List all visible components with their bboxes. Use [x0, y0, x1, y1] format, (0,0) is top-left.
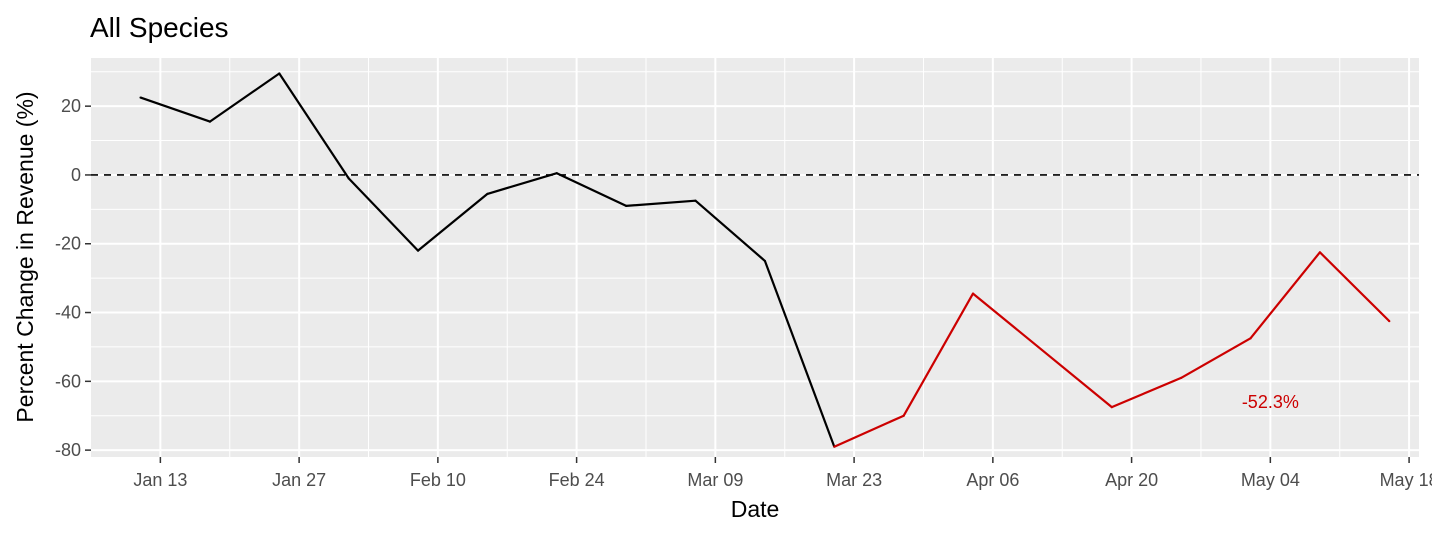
data-point [1180, 376, 1183, 379]
minor-gridlines [91, 58, 1419, 457]
x-tick-label: Feb 10 [410, 470, 466, 490]
data-point [902, 414, 905, 417]
data-point [278, 72, 281, 75]
x-tick-label: Mar 09 [687, 470, 743, 490]
data-point [208, 120, 212, 123]
data-point [763, 259, 767, 263]
x-tick-label: Mar 23 [826, 470, 882, 490]
x-axis: Jan 13 Jan 27 Feb 10 Feb 24 Mar 09 Mar 23 Apr … [133, 457, 1432, 490]
y-tick-label: -60 [55, 371, 81, 391]
annotation-label: -52.3% [1242, 392, 1299, 412]
data-point [1249, 337, 1252, 340]
series-line-post [833, 251, 1391, 448]
plot-panel [91, 58, 1419, 457]
data-point [486, 192, 489, 195]
chart-title: All Species [90, 12, 229, 43]
data-point [694, 199, 697, 202]
x-tick-label: Apr 06 [966, 470, 1019, 490]
y-axis-title: Percent Change in Revenue (%) [12, 91, 38, 422]
x-tick-label: Jan 27 [272, 470, 326, 490]
x-axis-title: Date [731, 496, 780, 522]
data-point [1318, 251, 1321, 254]
y-tick-label: 0 [71, 165, 81, 185]
data-point [139, 96, 142, 99]
data-point [833, 445, 836, 448]
x-tick-label: May 04 [1241, 470, 1300, 490]
x-tick-label: May 18 [1380, 470, 1432, 490]
y-tick-label: -40 [55, 303, 81, 323]
y-tick-label: 20 [61, 96, 81, 116]
y-axis: 20 0 -20 -40 -60 -80 [55, 96, 91, 460]
y-tick-label: -20 [55, 234, 81, 254]
annotation-layer: -52.3% [1242, 392, 1299, 412]
series-layer [139, 72, 1391, 448]
data-point [1388, 320, 1391, 323]
data-point [971, 292, 975, 295]
data-point [555, 172, 558, 175]
data-point [1110, 406, 1113, 409]
data-point [347, 177, 350, 180]
x-tick-label: Jan 13 [133, 470, 187, 490]
x-tick-label: Feb 24 [549, 470, 605, 490]
x-tick-label: Apr 20 [1105, 470, 1158, 490]
y-tick-label: -80 [55, 440, 81, 460]
data-point [625, 204, 628, 208]
data-point [416, 249, 420, 252]
